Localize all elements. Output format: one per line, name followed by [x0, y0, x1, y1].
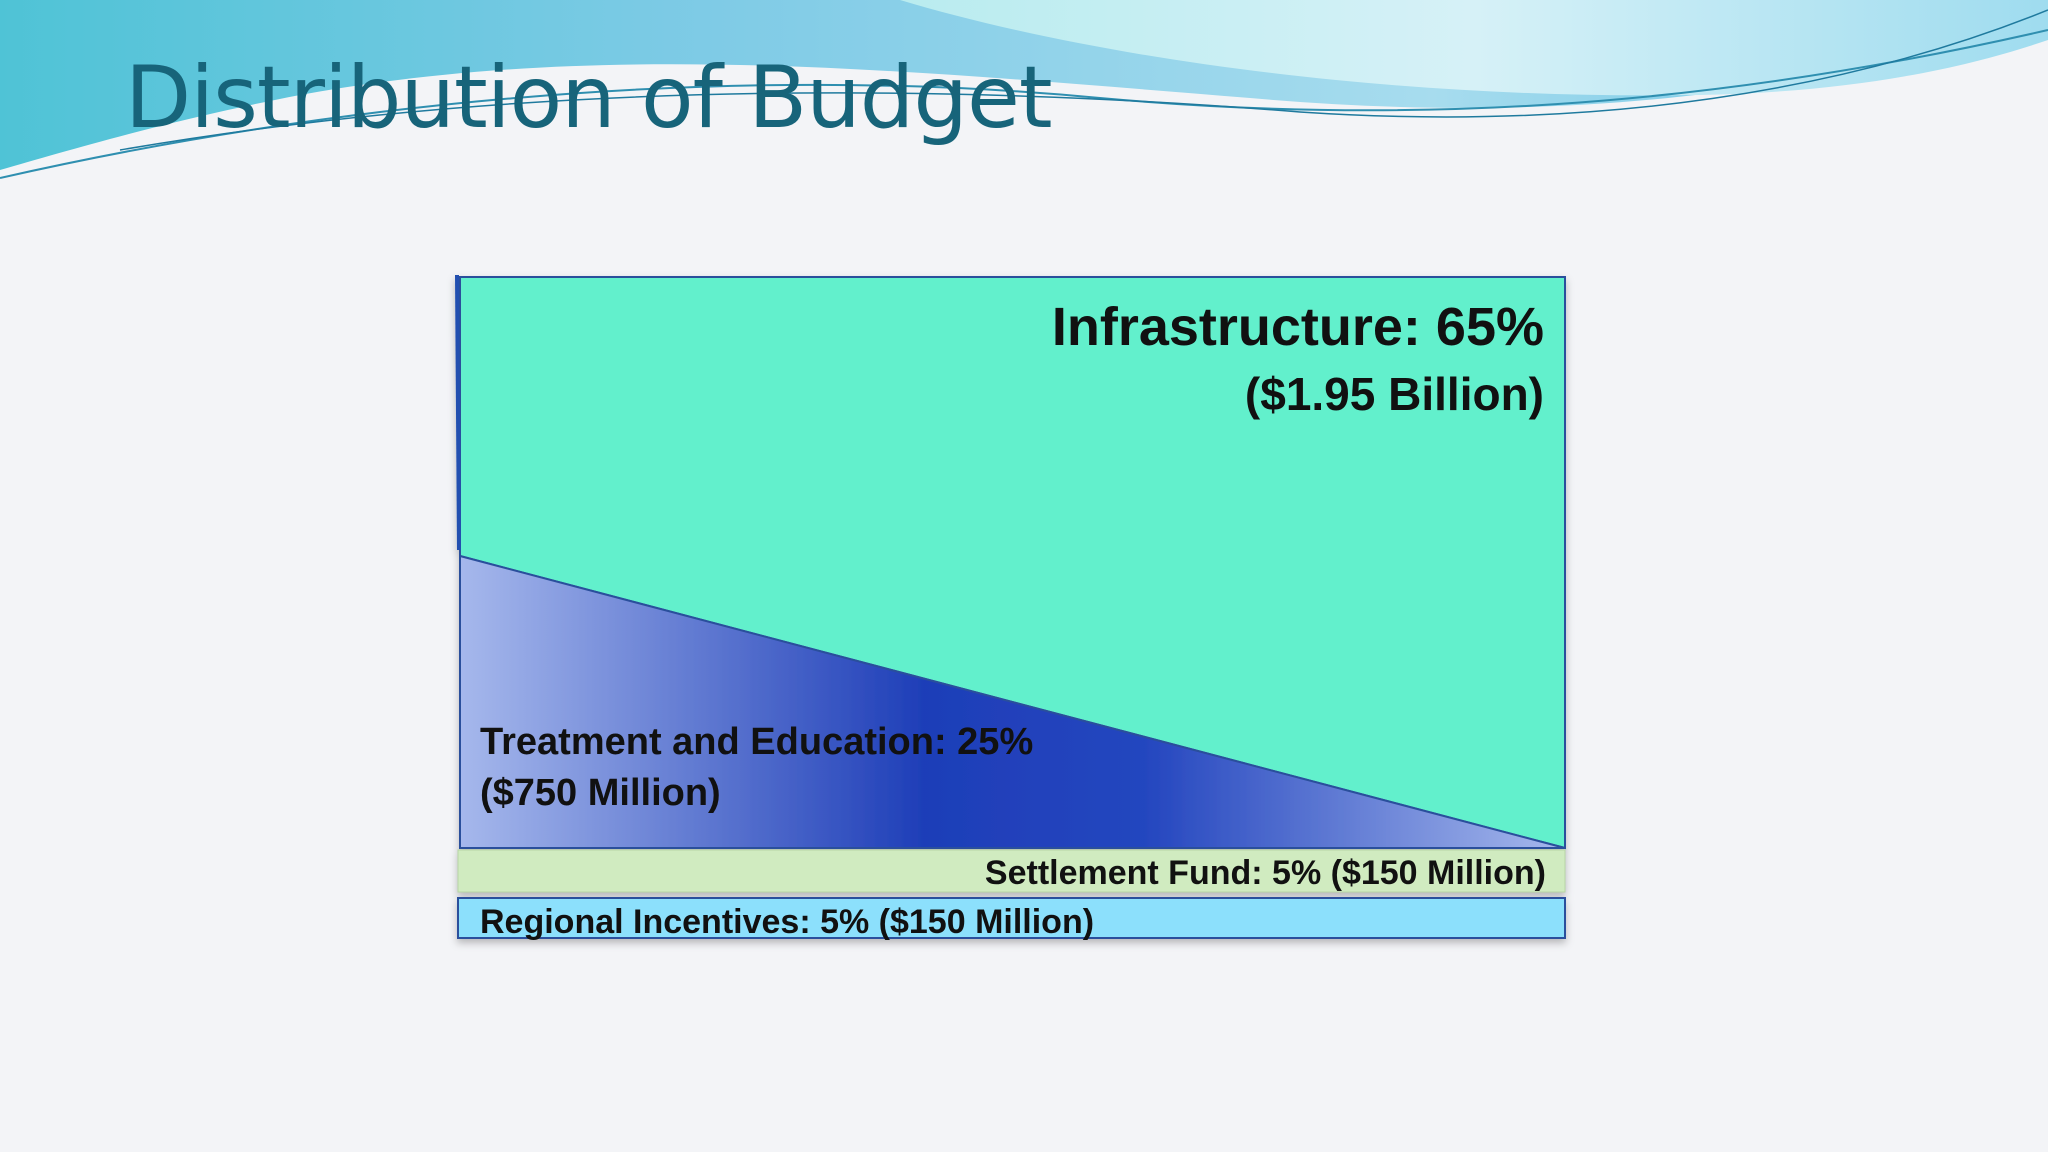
regional-incentives-label: Regional Incentives: 5% ($150 Million) [480, 903, 1094, 941]
infrastructure-amount: ($1.95 Billion) [1245, 368, 1544, 420]
regional-incentives-band [457, 897, 1566, 939]
treatment-education-area [459, 554, 1566, 849]
settlement-fund-band [457, 849, 1566, 893]
treatment-education-label: Treatment and Education: 25% [480, 721, 1033, 763]
treatment-education-amount: ($750 Million) [480, 772, 721, 814]
page-title: Distribution of Budget [125, 48, 1053, 148]
left-edge-line [455, 274, 461, 551]
settlement-fund-label: Settlement Fund: 5% ($150 Million) [985, 854, 1546, 892]
infrastructure-label: Infrastructure: 65% [1052, 297, 1544, 357]
